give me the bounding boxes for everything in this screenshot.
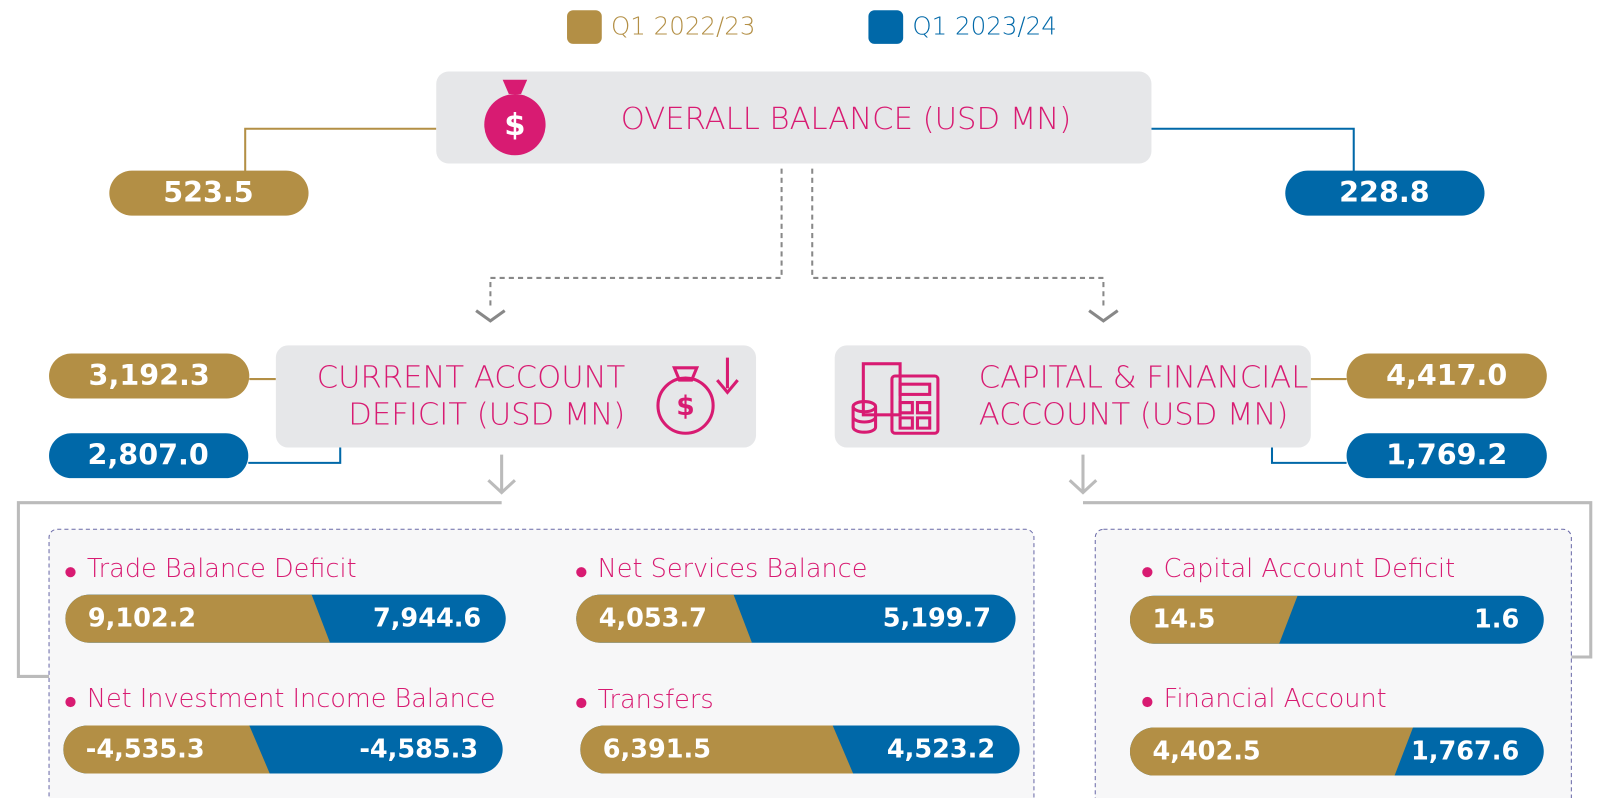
bullet bbox=[1142, 696, 1153, 708]
item-label: Net Services Balance bbox=[598, 554, 868, 584]
capital-title: CAPITAL & FINANCIAL bbox=[979, 361, 1309, 396]
value: 3,192.3 bbox=[89, 358, 210, 392]
current-title: DEFICIT (USD MN) bbox=[348, 397, 625, 432]
bar-gold bbox=[1129, 595, 1298, 644]
value-pill bbox=[49, 433, 249, 479]
item-label: Net Investment Income Balance bbox=[87, 684, 496, 714]
legend-label: Q1 2023/24 bbox=[912, 12, 1057, 41]
bullet bbox=[576, 567, 587, 578]
connectors bbox=[16, 127, 1593, 678]
bar-value: 1.6 bbox=[1474, 605, 1519, 635]
value-pill bbox=[1285, 170, 1485, 216]
value-pill bbox=[1346, 433, 1547, 479]
arrow bbox=[1068, 454, 1593, 659]
bar-value: -4,585.3 bbox=[359, 734, 478, 764]
item-label: Trade Balance Deficit bbox=[87, 554, 357, 584]
calculator-icon bbox=[851, 362, 940, 435]
overall-title: OVERALL BALANCE (USD MN) bbox=[621, 102, 1071, 137]
value: 4,417.0 bbox=[1386, 358, 1507, 392]
bar-value: 7,944.6 bbox=[373, 604, 481, 634]
connector bbox=[244, 127, 437, 172]
bullet bbox=[65, 696, 76, 708]
value-pill bbox=[109, 170, 309, 216]
chevron bbox=[1088, 309, 1119, 323]
bullet bbox=[65, 567, 76, 578]
dashed-connector bbox=[811, 168, 1105, 307]
item-label: Capital Account Deficit bbox=[1164, 554, 1455, 584]
item-label: Transfers bbox=[598, 685, 714, 715]
bullet bbox=[1142, 567, 1153, 578]
overall-box bbox=[436, 71, 1152, 164]
dashed-connector bbox=[489, 168, 783, 307]
svg-text:$: $ bbox=[504, 108, 525, 143]
icon-glyph: $ bbox=[676, 391, 694, 422]
connector bbox=[248, 447, 342, 464]
current-box bbox=[275, 345, 757, 448]
bar-value: 1,767.6 bbox=[1411, 737, 1519, 767]
value: 1,769.2 bbox=[1386, 438, 1507, 472]
bar-value: 4,523.2 bbox=[887, 734, 995, 764]
bars: Trade Balance Deficit 9,102.2 7,944.6 Net S… bbox=[63, 554, 1544, 776]
bar-gold bbox=[65, 594, 331, 643]
current-title: CURRENT ACCOUNT bbox=[317, 361, 626, 396]
legend-swatch bbox=[567, 10, 602, 44]
connector bbox=[1270, 447, 1347, 464]
bag-down-icon bbox=[656, 357, 739, 435]
bar-value: 6,391.5 bbox=[603, 734, 711, 764]
bar-value: 9,102.2 bbox=[88, 604, 196, 634]
value: 228.8 bbox=[1339, 175, 1429, 209]
bar-gold bbox=[1129, 727, 1413, 776]
bullet bbox=[576, 697, 587, 709]
arrow bbox=[16, 454, 516, 678]
bar-value: 5,199.7 bbox=[883, 604, 991, 634]
capital-box bbox=[834, 345, 1311, 448]
connector bbox=[1151, 127, 1355, 172]
capital-title: ACCOUNT (USD MN) bbox=[979, 397, 1289, 432]
legend-label: Q1 2022/23 bbox=[611, 12, 756, 41]
money-bag-icon: $ bbox=[484, 79, 546, 156]
bar-value: 4,053.7 bbox=[599, 604, 707, 634]
value-pill bbox=[1346, 353, 1547, 399]
bar-gold bbox=[576, 594, 752, 643]
bar-value: 14.5 bbox=[1152, 605, 1215, 635]
bar-value: -4,535.3 bbox=[86, 734, 205, 764]
value: 523.5 bbox=[163, 175, 253, 209]
legend-swatch bbox=[868, 10, 904, 44]
value-pill bbox=[49, 353, 250, 399]
bar-gold bbox=[63, 725, 270, 774]
chevron bbox=[475, 309, 506, 323]
value: 2,807.0 bbox=[88, 438, 209, 472]
bar-gold bbox=[580, 725, 854, 774]
item-label: Financial Account bbox=[1164, 684, 1387, 714]
bar-value: 4,402.5 bbox=[1152, 737, 1260, 767]
